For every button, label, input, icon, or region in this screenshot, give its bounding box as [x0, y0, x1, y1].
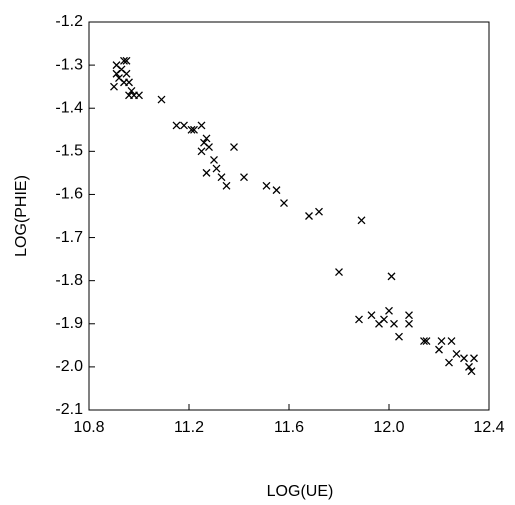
y-tick-label: -1.9 — [55, 315, 83, 332]
point — [390, 319, 398, 328]
point — [447, 337, 456, 345]
y-tick-label: -1.5 — [55, 143, 83, 160]
x-tick-label: 10.8 — [73, 419, 104, 436]
point — [305, 212, 313, 220]
point — [110, 82, 118, 91]
point — [422, 337, 431, 345]
point — [437, 337, 446, 345]
point — [202, 134, 211, 143]
point — [387, 272, 396, 281]
y-tick-label: -1.3 — [55, 56, 83, 73]
point — [217, 173, 226, 182]
point — [445, 358, 453, 367]
point — [180, 121, 188, 130]
point — [127, 87, 136, 95]
point — [385, 306, 393, 315]
point — [122, 69, 131, 78]
point — [120, 56, 128, 65]
y-tick-label: -1.7 — [55, 229, 83, 246]
point — [280, 199, 288, 208]
point — [452, 349, 461, 358]
point — [405, 311, 413, 320]
y-tick-label: -1.8 — [55, 272, 83, 289]
point — [187, 125, 196, 134]
point — [357, 216, 366, 225]
point — [470, 354, 478, 363]
x-tick-label: 11.2 — [174, 419, 204, 436]
point — [205, 143, 213, 151]
point — [197, 121, 206, 130]
point — [272, 186, 281, 195]
x-tick-label: 12.0 — [373, 419, 404, 436]
point — [367, 311, 376, 320]
point — [435, 345, 443, 354]
point — [380, 315, 388, 324]
point — [190, 125, 198, 134]
point — [197, 147, 206, 156]
point — [420, 337, 428, 345]
point — [460, 354, 468, 363]
point — [315, 207, 323, 216]
point — [240, 173, 248, 182]
y-tick-label: -2.1 — [55, 401, 83, 418]
point — [210, 155, 218, 164]
point — [122, 56, 131, 65]
y-tick-label: -2.0 — [55, 358, 83, 375]
x-tick-label: 12.4 — [473, 419, 504, 436]
point — [157, 95, 166, 104]
x-tick-label: 11.6 — [274, 419, 304, 436]
point — [467, 367, 476, 376]
plot-frame — [88, 21, 490, 411]
point — [465, 362, 473, 371]
point — [395, 332, 403, 341]
y-tick-label: -1.4 — [55, 99, 83, 116]
point — [202, 168, 211, 177]
point — [212, 164, 221, 173]
point — [335, 268, 343, 277]
point — [355, 315, 363, 324]
y-axis-title: LOG(PHIE) — [13, 175, 30, 257]
point — [230, 143, 238, 151]
point — [135, 91, 143, 100]
point — [172, 121, 181, 130]
y-tick-label: -1.6 — [55, 186, 83, 203]
point — [262, 181, 271, 190]
point — [405, 319, 413, 328]
y-tick-label: -1.2 — [55, 13, 83, 30]
point — [222, 181, 231, 190]
point — [125, 78, 133, 87]
x-axis-title: LOG(UE) — [267, 483, 334, 500]
